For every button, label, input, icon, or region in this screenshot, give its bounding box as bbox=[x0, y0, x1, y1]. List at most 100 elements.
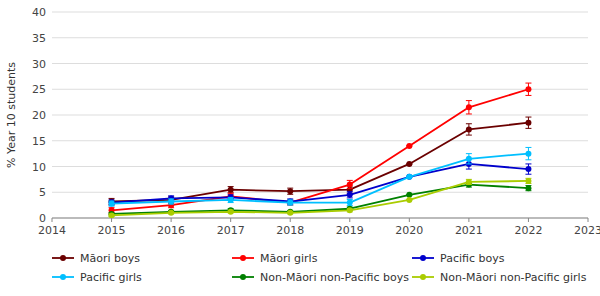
x-tick-label: 2022 bbox=[514, 224, 542, 237]
grid-line bbox=[52, 89, 588, 90]
y-tick-label: 25 bbox=[32, 83, 46, 96]
y-tick-label: 10 bbox=[32, 161, 46, 174]
point bbox=[466, 126, 472, 132]
point bbox=[406, 143, 412, 149]
x-tick-label: 2018 bbox=[276, 224, 304, 237]
point bbox=[525, 178, 531, 184]
legend-item: Non-Māori non-Pacific girls bbox=[412, 271, 587, 284]
point bbox=[406, 174, 412, 180]
grid-line bbox=[52, 218, 588, 219]
legend-label: Non-Māori non-Pacific girls bbox=[440, 271, 587, 284]
plot-data bbox=[109, 83, 532, 218]
point bbox=[228, 197, 234, 203]
series bbox=[109, 178, 532, 218]
error-bar bbox=[525, 147, 531, 159]
error-bar bbox=[287, 200, 293, 205]
grid-line bbox=[52, 37, 588, 38]
error-bar bbox=[109, 201, 115, 206]
point bbox=[347, 182, 353, 188]
error-bar bbox=[228, 187, 234, 193]
legend-marker bbox=[420, 274, 426, 280]
chart: 0510152025303540% Year 10 students201420… bbox=[0, 0, 600, 296]
error-bar bbox=[466, 154, 472, 164]
legend-item: Pacific girls bbox=[52, 271, 142, 284]
point bbox=[228, 209, 234, 215]
error-bar bbox=[347, 199, 353, 205]
point bbox=[525, 86, 531, 92]
point bbox=[525, 166, 531, 172]
x-tick bbox=[409, 218, 410, 222]
error-bar bbox=[168, 199, 174, 204]
x-axis: 2014201520162017201820192020202120222023 bbox=[38, 218, 600, 237]
y-axis: 0510152025303540 bbox=[32, 6, 588, 225]
point bbox=[109, 212, 115, 218]
x-tick bbox=[528, 218, 529, 222]
series-line bbox=[112, 181, 529, 216]
error-bar bbox=[525, 178, 531, 183]
point bbox=[287, 200, 293, 206]
legend-label: Non-Māori non-Pacific boys bbox=[260, 271, 409, 284]
x-tick bbox=[52, 218, 53, 222]
y-tick-label: 15 bbox=[32, 135, 46, 148]
legend-marker bbox=[240, 274, 246, 280]
x-tick bbox=[588, 218, 589, 222]
error-bar bbox=[287, 200, 293, 205]
error-bar bbox=[466, 124, 472, 135]
point bbox=[466, 156, 472, 162]
x-tick-label: 2021 bbox=[455, 224, 483, 237]
series bbox=[109, 147, 532, 206]
point bbox=[347, 192, 353, 198]
legend-label: Māori girls bbox=[260, 252, 318, 265]
point bbox=[406, 197, 412, 203]
point bbox=[228, 187, 234, 193]
grid-line bbox=[52, 12, 588, 13]
legend-marker bbox=[420, 255, 426, 261]
grid-line bbox=[52, 140, 588, 141]
legend: Māori boys Māori girls Pacific boys Pacific… bbox=[52, 252, 587, 284]
x-tick-label: 2016 bbox=[157, 224, 185, 237]
legend-item: Māori boys bbox=[52, 252, 140, 265]
point bbox=[168, 210, 174, 216]
series bbox=[109, 83, 532, 213]
y-tick-label: 40 bbox=[32, 6, 46, 19]
error-bar bbox=[347, 180, 353, 188]
series bbox=[109, 159, 532, 206]
error-bar bbox=[228, 197, 234, 202]
point bbox=[168, 199, 174, 205]
legend-marker bbox=[60, 255, 66, 261]
y-tick-label: 35 bbox=[32, 32, 46, 45]
point bbox=[406, 192, 412, 198]
legend-label: Pacific boys bbox=[440, 252, 505, 265]
point bbox=[466, 179, 472, 185]
error-bar bbox=[347, 192, 353, 198]
series-line bbox=[112, 89, 529, 210]
x-axis-line bbox=[52, 218, 588, 219]
y-axis-label: % Year 10 students bbox=[5, 62, 18, 168]
legend-label: Māori boys bbox=[80, 252, 140, 265]
point bbox=[347, 200, 353, 206]
point bbox=[109, 201, 115, 207]
y-tick-label: 30 bbox=[32, 58, 46, 71]
x-tick bbox=[111, 218, 112, 222]
x-tick-label: 2019 bbox=[336, 224, 364, 237]
legend-item: Pacific boys bbox=[412, 252, 505, 265]
legend-item: Non-Māori non-Pacific boys bbox=[232, 271, 409, 284]
error-bar bbox=[525, 164, 531, 174]
series-line bbox=[112, 154, 529, 204]
y-tick-label: 5 bbox=[39, 186, 46, 199]
point bbox=[525, 151, 531, 157]
x-tick-label: 2020 bbox=[395, 224, 423, 237]
x-tick-label: 2017 bbox=[217, 224, 245, 237]
series-line bbox=[112, 185, 529, 214]
error-bar bbox=[287, 188, 293, 194]
legend-item: Māori girls bbox=[232, 252, 318, 265]
point bbox=[347, 207, 353, 213]
error-bar bbox=[466, 101, 472, 114]
x-tick-label: 2023 bbox=[574, 224, 600, 237]
point bbox=[525, 185, 531, 191]
error-bar bbox=[525, 117, 531, 128]
x-tick bbox=[290, 218, 291, 222]
x-tick bbox=[349, 218, 350, 222]
x-tick bbox=[171, 218, 172, 222]
x-tick bbox=[230, 218, 231, 222]
